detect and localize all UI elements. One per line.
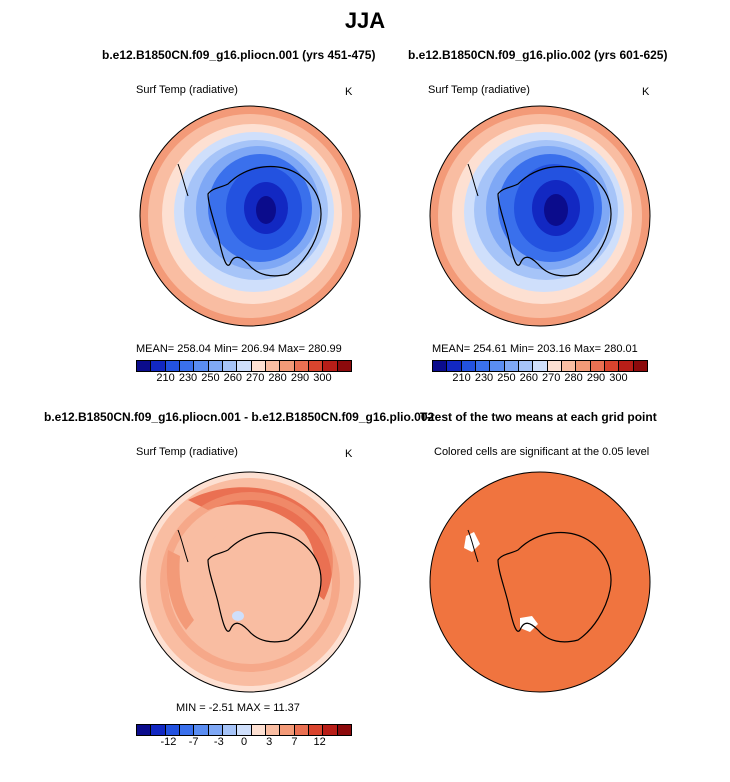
colorbar-top-left: 210 230 250 260 270 280 290 300 xyxy=(136,360,352,386)
colorbar-swatch xyxy=(576,361,591,371)
colorbar-swatch xyxy=(294,361,309,371)
colorbar-swatch xyxy=(490,361,505,371)
colorbar-swatches xyxy=(432,360,648,372)
colorbar-swatch xyxy=(165,725,180,735)
colorbar-tick-label: 210 xyxy=(156,372,175,384)
colorbar-swatch xyxy=(137,725,152,735)
panel-title-top-right: b.e12.B1850CN.f09_g16.plio.002 (yrs 601-… xyxy=(408,48,668,62)
colorbar-tick-label: 290 xyxy=(290,372,310,384)
colorbar-swatch xyxy=(308,725,324,735)
colorbar-tick-label: 290 xyxy=(586,372,606,384)
colorbar-tick-label: 230 xyxy=(178,372,198,384)
colorbar-swatch xyxy=(251,361,266,371)
colorbar-swatch xyxy=(179,361,195,371)
colorbar-swatch xyxy=(533,361,548,371)
stats-top-left: MEAN= 258.04 Min= 206.94 Max= 280.99 xyxy=(136,343,342,355)
colorbar-tick-label: 260 xyxy=(519,372,538,384)
colorbar-swatch xyxy=(237,725,252,735)
colorbar-swatch xyxy=(179,725,195,735)
colorbar-tick-label: 3 xyxy=(266,736,273,748)
colorbar-tick-label: -12 xyxy=(160,736,177,748)
colorbar-swatch xyxy=(619,361,634,371)
colorbar-swatch xyxy=(151,725,166,735)
colorbar-swatch xyxy=(222,725,238,735)
colorbar-swatch xyxy=(194,361,209,371)
colorbar-tick-label: 270 xyxy=(542,372,561,384)
colorbar-swatch xyxy=(461,361,476,371)
colorbar-swatch xyxy=(447,361,462,371)
colorbar-swatch xyxy=(251,725,266,735)
colorbar-swatch xyxy=(504,361,519,371)
colorbar-swatch xyxy=(280,361,295,371)
colorbar-swatch xyxy=(308,361,324,371)
colorbar-tick-label: 300 xyxy=(313,372,332,384)
polar-map-top-left xyxy=(139,105,361,327)
significance-note: Colored cells are significant at the 0.0… xyxy=(434,446,650,458)
colorbar-tick-label: 12 xyxy=(313,736,326,748)
colorbar-swatch xyxy=(208,725,223,735)
colorbar-swatch xyxy=(280,725,295,735)
variable-label-bottom-left: Surf Temp (radiative) xyxy=(136,446,238,458)
panel-title-bottom-right: T-test of the two means at each grid poi… xyxy=(420,410,657,424)
colorbar-tick-label: 7 xyxy=(291,736,298,748)
colorbar-swatch xyxy=(604,361,620,371)
stats-top-right: MEAN= 254.61 Min= 203.16 Max= 280.01 xyxy=(432,343,638,355)
colorbar-tick-label: 300 xyxy=(609,372,628,384)
polar-map-bottom-right xyxy=(429,471,651,693)
colorbar-swatch xyxy=(518,361,534,371)
colorbar-top-right: 210 230 250 260 270 280 290 300 xyxy=(432,360,648,386)
colorbar-tick-label: 270 xyxy=(246,372,265,384)
colorbar-swatch xyxy=(475,361,491,371)
polar-map-top-right xyxy=(429,105,651,327)
colorbar-tick-label: 260 xyxy=(223,372,242,384)
colorbar-swatch xyxy=(337,725,351,735)
colorbar-swatch xyxy=(433,361,448,371)
colorbar-swatch xyxy=(561,361,577,371)
colorbar-swatch xyxy=(323,725,338,735)
colorbar-swatch xyxy=(222,361,238,371)
colorbar-swatch xyxy=(294,725,309,735)
colorbar-tick-label: -7 xyxy=(188,736,199,748)
page-title: JJA xyxy=(344,8,386,33)
units-label-top-right: K xyxy=(642,86,650,98)
colorbar-swatch xyxy=(547,361,562,371)
panel-title-top-left: b.e12.B1850CN.f09_g16.pliocn.001 (yrs 45… xyxy=(102,48,376,62)
colorbar-swatch xyxy=(265,725,281,735)
colorbar-swatch xyxy=(337,361,351,371)
colorbar-tick-label: 250 xyxy=(497,372,516,384)
variable-label-top-right: Surf Temp (radiative) xyxy=(428,84,530,96)
colorbar-tick-label: 210 xyxy=(452,372,471,384)
colorbar-swatch xyxy=(165,361,180,371)
stats-bottom-left: MIN = -2.51 MAX = 11.37 xyxy=(176,702,300,714)
colorbar-tick-label: 280 xyxy=(564,372,583,384)
colorbar-swatch xyxy=(237,361,252,371)
colorbar-tick-label: 250 xyxy=(201,372,220,384)
variable-label-top-left: Surf Temp (radiative) xyxy=(136,84,238,96)
colorbar-swatch xyxy=(265,361,281,371)
panel-title-bottom-left: b.e12.B1850CN.f09_g16.pliocn.001 - b.e12… xyxy=(44,410,435,424)
colorbar-swatch xyxy=(208,361,223,371)
polar-map-bottom-left xyxy=(139,471,361,693)
colorbar-swatch xyxy=(137,361,152,371)
units-label-top-left: K xyxy=(345,86,353,98)
colorbar-tick-label: -3 xyxy=(213,736,224,748)
colorbar-swatch xyxy=(633,361,647,371)
colorbar-swatch xyxy=(194,725,209,735)
colorbar-swatch xyxy=(323,361,338,371)
colorbar-swatches xyxy=(136,360,352,372)
units-label-bottom-left: K xyxy=(345,448,353,460)
colorbar-swatch xyxy=(590,361,605,371)
colorbar-swatch xyxy=(151,361,166,371)
colorbar-tick-label: 280 xyxy=(268,372,287,384)
colorbar-tick-label: 230 xyxy=(474,372,494,384)
colorbar-swatches xyxy=(136,724,352,736)
colorbar-bottom-left: -12 -7 -3 0 3 7 12 xyxy=(136,724,352,750)
colorbar-tick-label: 0 xyxy=(240,736,248,748)
